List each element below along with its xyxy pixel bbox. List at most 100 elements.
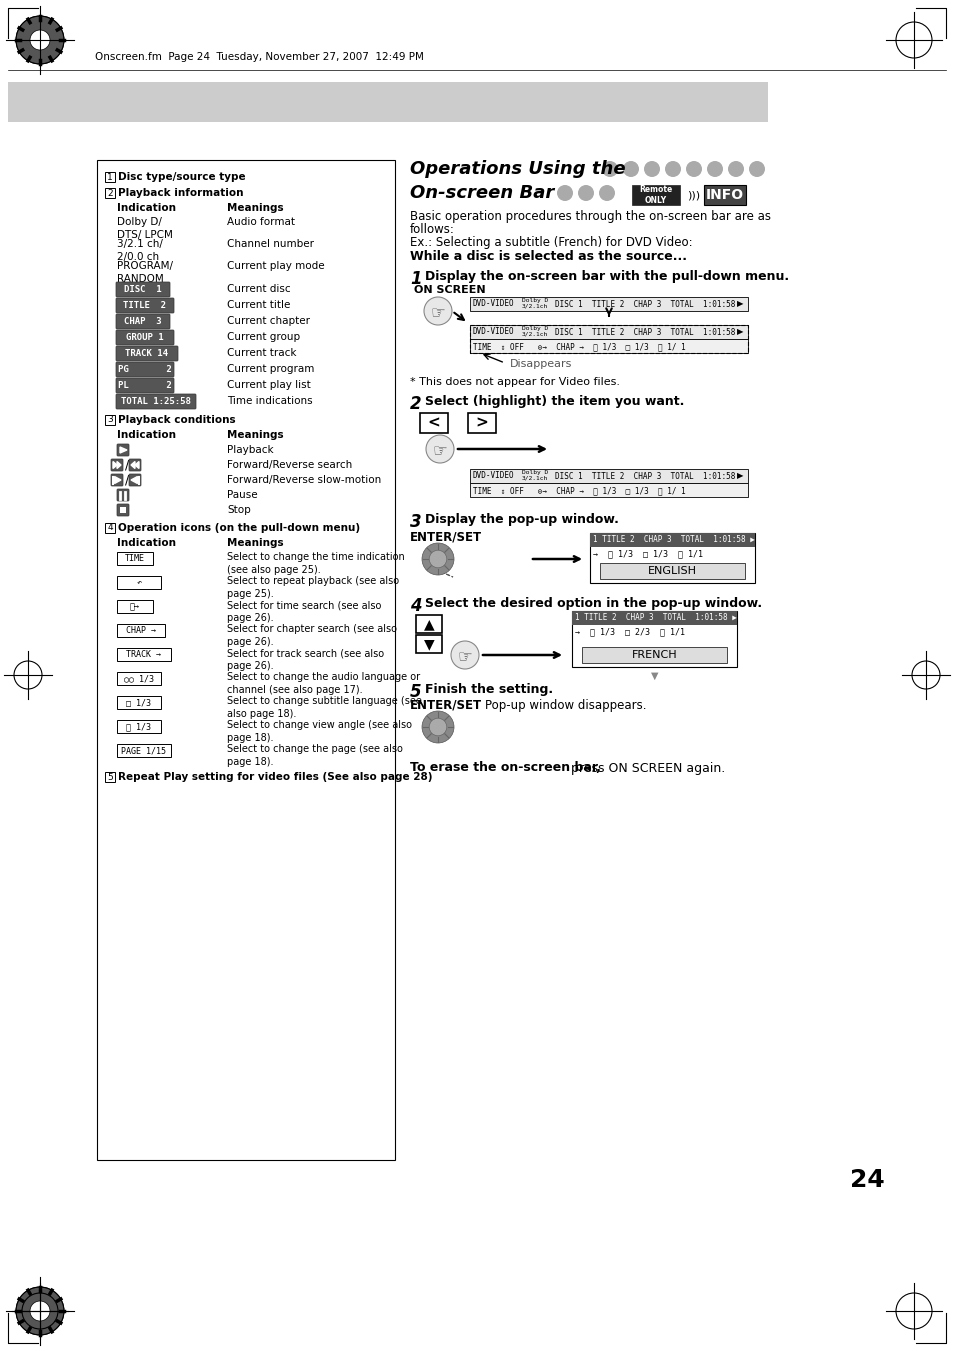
Bar [117,744,171,757]
Text: Operation icons (on the pull-down menu): Operation icons (on the pull-down menu) [118,523,359,534]
Bar [470,484,747,497]
Bar [117,671,161,685]
FancyBboxPatch shape [116,362,173,377]
Text: Current play list: Current play list [227,380,311,390]
Text: Channel number: Channel number [227,239,314,249]
Bar [572,611,737,667]
Circle shape [16,1288,64,1335]
Text: 1 TITLE 2  CHAP 3  TOTAL  1:01:58 ▶: 1 TITLE 2 CHAP 3 TOTAL 1:01:58 ▶ [593,535,754,544]
FancyBboxPatch shape [117,444,129,457]
Text: Indication: Indication [117,430,175,440]
Text: Current group: Current group [227,332,300,342]
Text: Select to change the audio language or
channel (see also page 17).: Select to change the audio language or c… [227,671,419,694]
Text: Current title: Current title [227,300,290,309]
Text: DISC 1  TITLE 2  CHAP 3  TOTAL  1:01:58: DISC 1 TITLE 2 CHAP 3 TOTAL 1:01:58 [555,328,735,336]
Text: Select the desired option in the pop-up window.: Select the desired option in the pop-up … [424,597,761,611]
Text: Basic operation procedures through the on-screen bar are as: Basic operation procedures through the o… [410,209,770,223]
Text: ☞: ☞ [432,442,447,459]
Text: Current program: Current program [227,363,314,374]
Text: Audio format: Audio format [227,218,294,227]
Text: Playback: Playback [227,444,274,455]
Text: ))): ))) [686,190,700,200]
Text: ENTER/SET: ENTER/SET [410,531,481,544]
Polygon shape [120,447,127,453]
Text: 5: 5 [107,773,112,781]
Circle shape [622,161,639,177]
Text: TRACK 14: TRACK 14 [126,349,169,358]
Bar [599,563,744,580]
Text: →  Ⓣ 1/3  □ 2/3  ⛳ 1/1: → Ⓣ 1/3 □ 2/3 ⛳ 1/1 [575,627,684,636]
Polygon shape [117,462,121,469]
Text: Playback information: Playback information [118,188,243,199]
Text: ▲: ▲ [423,617,434,631]
Bar [117,600,152,613]
Text: 2: 2 [410,394,421,413]
Text: Disappears: Disappears [510,359,572,369]
Text: ○○ 1/3: ○○ 1/3 [124,674,153,684]
Text: * This does not appear for Video files.: * This does not appear for Video files. [410,377,619,386]
Text: Onscreen.fm  Page 24  Tuesday, November 27, 2007  12:49 PM: Onscreen.fm Page 24 Tuesday, November 27… [95,51,423,62]
Text: Select (highlight) the item you want.: Select (highlight) the item you want. [424,394,683,408]
Text: Current play mode: Current play mode [227,261,324,272]
Text: PAGE 1/15: PAGE 1/15 [121,746,167,755]
FancyBboxPatch shape [117,504,129,516]
FancyBboxPatch shape [117,489,129,501]
Bar [416,615,441,634]
Bar [97,159,395,1161]
Bar [419,413,448,434]
Text: TITLE  2: TITLE 2 [123,301,167,309]
Text: TIME: TIME [125,554,145,563]
Circle shape [429,719,446,736]
Bar [120,507,126,513]
Text: ▶: ▶ [736,327,742,336]
Bar [631,185,679,205]
Text: press ON SCREEN again.: press ON SCREEN again. [566,762,724,775]
Circle shape [601,161,618,177]
FancyBboxPatch shape [116,299,173,313]
Text: ENGLISH: ENGLISH [647,566,697,576]
Text: Repeat Play setting for video files (See also page 28): Repeat Play setting for video files (See… [118,771,432,782]
Bar [105,172,115,182]
Text: Select to change subtitle language (see
also page 18).: Select to change subtitle language (see … [227,696,421,719]
Text: 3: 3 [410,513,421,531]
Circle shape [30,30,50,50]
Text: Stop: Stop [227,505,251,515]
Text: 24: 24 [849,1169,883,1192]
Circle shape [664,161,680,177]
Text: ▼: ▼ [650,671,658,681]
Text: PG       2: PG 2 [118,365,172,374]
Text: 5: 5 [410,684,421,701]
Circle shape [685,161,701,177]
Bar [470,339,747,353]
Text: Current chapter: Current chapter [227,316,310,326]
Text: DISC  1: DISC 1 [124,285,162,295]
Polygon shape [131,477,137,484]
Bar [416,635,441,653]
Text: Pop-up window disappears.: Pop-up window disappears. [484,698,646,712]
Bar [117,696,161,709]
Text: Select to repeat playback (see also
page 25).: Select to repeat playback (see also page… [227,576,398,598]
Bar [105,415,115,426]
Text: 4: 4 [107,523,112,532]
Circle shape [748,161,764,177]
Text: Dolby D
3/2.1ch: Dolby D 3/2.1ch [521,326,548,336]
Text: ▶: ▶ [736,300,742,308]
Circle shape [643,161,659,177]
Bar [117,648,171,661]
Bar [470,297,747,311]
Text: □ 1/3: □ 1/3 [127,698,152,707]
Circle shape [421,543,454,576]
Text: Disc type/source type: Disc type/source type [118,172,245,182]
Text: DISC 1  TITLE 2  CHAP 3  TOTAL  1:01:58: DISC 1 TITLE 2 CHAP 3 TOTAL 1:01:58 [555,471,735,481]
Text: CHAP  3: CHAP 3 [124,317,162,326]
Text: ⛳ 1/3: ⛳ 1/3 [127,721,152,731]
Circle shape [421,711,454,743]
Text: To erase the on-screen bar,: To erase the on-screen bar, [410,761,600,774]
Polygon shape [112,462,117,469]
Circle shape [557,185,573,201]
Bar [470,326,747,339]
Text: follows:: follows: [410,223,455,236]
Bar [105,771,115,782]
Text: Ex.: Selecting a subtitle (French) for DVD Video:: Ex.: Selecting a subtitle (French) for D… [410,236,692,249]
Text: Select for track search (see also
page 26).: Select for track search (see also page 2… [227,648,384,671]
